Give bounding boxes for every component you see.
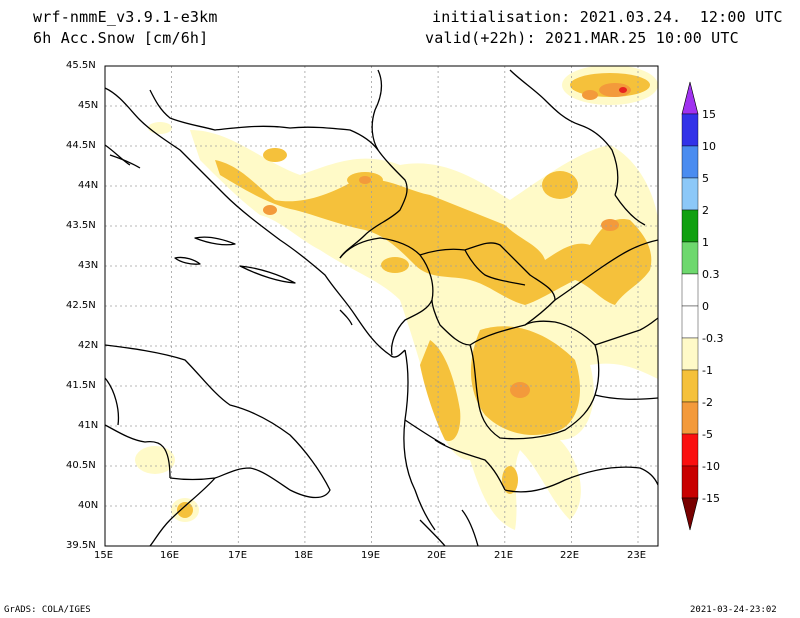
lat-tick-label: 43N bbox=[78, 260, 99, 271]
render-timestamp: 2021-03-24-23:02 bbox=[690, 605, 777, 615]
init-time: initialisation: 2021.03.24. 12:00 UTC bbox=[432, 8, 783, 26]
valid-time: valid(+22h): 2021.MAR.25 10:00 UTC bbox=[425, 29, 739, 47]
grads-credit: GrADS: COLA/IGES bbox=[4, 605, 91, 615]
lon-tick-label: 20E bbox=[427, 550, 447, 561]
colorbar-label: 2 bbox=[702, 204, 709, 217]
lat-tick-label: 39.5N bbox=[66, 540, 96, 551]
coastlines-borders bbox=[105, 69, 658, 546]
colorbar-label: -10 bbox=[702, 460, 720, 473]
colorbar-label: -5 bbox=[702, 428, 713, 441]
map-frame bbox=[104, 65, 659, 547]
lon-tick-label: 16E bbox=[160, 550, 180, 561]
lon-tick-label: 17E bbox=[228, 550, 248, 561]
lat-tick-label: 44N bbox=[78, 180, 99, 191]
model-title: wrf-nmmE_v3.9.1-e3km bbox=[33, 8, 218, 26]
lon-tick-label: 18E bbox=[294, 550, 314, 561]
lat-tick-label: 44.5N bbox=[66, 140, 96, 151]
lat-tick-label: 45N bbox=[78, 100, 99, 111]
lon-tick-label: 19E bbox=[361, 550, 381, 561]
lat-tick-label: 40N bbox=[78, 500, 99, 511]
colorbar-label: 0 bbox=[702, 300, 709, 313]
snow-moderate-areas bbox=[177, 73, 652, 518]
grid-lines bbox=[105, 66, 658, 546]
lat-tick-label: 41.5N bbox=[66, 380, 96, 391]
field-title: 6h Acc.Snow [cm/6h] bbox=[33, 29, 209, 47]
colorbar-label: 10 bbox=[702, 140, 716, 153]
colorbar-label: 1 bbox=[702, 236, 709, 249]
colorbar-label: 5 bbox=[702, 172, 709, 185]
lat-tick-label: 45.5N bbox=[66, 60, 96, 71]
lon-tick-label: 21E bbox=[494, 550, 514, 561]
snow-max-areas bbox=[619, 87, 627, 93]
lon-tick-label: 23E bbox=[627, 550, 647, 561]
colorbar-label: -2 bbox=[702, 396, 713, 409]
colorbar-label: 15 bbox=[702, 108, 716, 121]
lat-tick-label: 42.5N bbox=[66, 300, 96, 311]
lon-tick-label: 15E bbox=[94, 550, 114, 561]
colorbar-label: -15 bbox=[702, 492, 720, 505]
lat-tick-label: 40.5N bbox=[66, 460, 96, 471]
lat-tick-label: 42N bbox=[78, 340, 99, 351]
colorbar-label: -1 bbox=[702, 364, 713, 377]
colorbar-label: 0.3 bbox=[702, 268, 720, 281]
colorbar-label: -0.3 bbox=[702, 332, 724, 345]
lat-tick-label: 43.5N bbox=[66, 220, 96, 231]
lat-tick-label: 41N bbox=[78, 420, 99, 431]
lon-tick-label: 22E bbox=[560, 550, 580, 561]
